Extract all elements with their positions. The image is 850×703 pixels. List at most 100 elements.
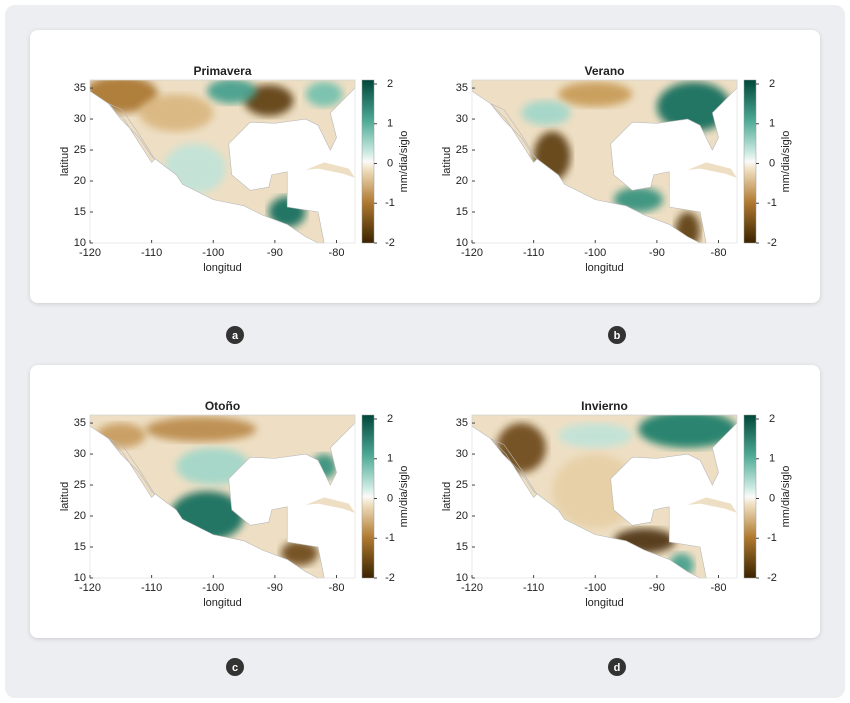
colorbar-tick-label: -1 bbox=[767, 197, 777, 209]
y-axis-label: latitud bbox=[59, 482, 71, 511]
coastline bbox=[471, 414, 738, 579]
y-axis-label: latitud bbox=[441, 482, 453, 511]
map-panel: Invierno-120 -110 -100 -90 -80101520253035lo… bbox=[441, 399, 792, 609]
colorbar-label: mm/dia/siglo bbox=[780, 131, 792, 193]
badge-label: d bbox=[614, 662, 621, 674]
colorbar-tick-label: 0 bbox=[387, 492, 393, 504]
y-axis-label: latitud bbox=[441, 147, 453, 176]
y-tick-label: 15 bbox=[74, 206, 86, 218]
x-tick-label: -80 bbox=[711, 582, 727, 594]
x-axis-label: longitud bbox=[203, 262, 242, 274]
y-tick-label: 20 bbox=[74, 175, 86, 187]
x-tick-label: -80 bbox=[711, 247, 727, 259]
precip-region bbox=[145, 416, 257, 442]
colorbar-tick-label: 1 bbox=[387, 453, 393, 465]
precip-region bbox=[521, 100, 571, 126]
colorbar-tick-label: 0 bbox=[387, 157, 393, 169]
colorbar-tick-label: 2 bbox=[769, 78, 775, 90]
colorbar-tick-label: 2 bbox=[387, 413, 393, 425]
x-tick-label: -100 bbox=[202, 582, 224, 594]
panel-title: Verano bbox=[584, 64, 624, 78]
badge bbox=[608, 658, 626, 676]
map-panel: Primavera-120 -110 -100 -90 -80101520253035l… bbox=[59, 64, 410, 274]
coastline bbox=[108, 103, 156, 163]
panel-title: Invierno bbox=[581, 399, 628, 413]
badge-label: c bbox=[232, 662, 238, 674]
badge-label: a bbox=[232, 330, 239, 342]
x-axis-label: longitud bbox=[203, 597, 242, 609]
y-tick-label: 10 bbox=[456, 237, 468, 249]
colorbar-tick-label: -2 bbox=[385, 237, 395, 249]
y-tick-label: 25 bbox=[456, 479, 468, 491]
precip-region bbox=[305, 81, 343, 107]
x-tick-label: -90 bbox=[649, 247, 665, 259]
precip-region bbox=[558, 423, 633, 448]
colorbar-tick-label: -1 bbox=[385, 532, 395, 544]
badge bbox=[226, 658, 244, 676]
x-tick-label: -110 bbox=[523, 247, 544, 259]
colorbar-tick-label: 2 bbox=[769, 413, 775, 425]
y-tick-label: 35 bbox=[74, 417, 86, 429]
colorbar-label: mm/dia/siglo bbox=[398, 131, 410, 193]
precip-region bbox=[139, 94, 214, 132]
y-tick-label: 15 bbox=[456, 541, 468, 553]
coastline bbox=[490, 103, 538, 163]
precip-region bbox=[281, 540, 319, 566]
colorbar-tick-label: -1 bbox=[385, 197, 395, 209]
badge bbox=[608, 326, 626, 344]
y-tick-label: 25 bbox=[74, 479, 86, 491]
x-axis-label: longitud bbox=[585, 262, 624, 274]
x-tick-label: -100 bbox=[584, 582, 606, 594]
colorbar-tick-label: -1 bbox=[767, 532, 777, 544]
colorbar-tick-label: 1 bbox=[387, 118, 393, 130]
x-tick-label: -120 bbox=[461, 582, 483, 594]
panel-title: Otoño bbox=[205, 399, 240, 413]
y-tick-label: 30 bbox=[456, 448, 468, 460]
colorbar-tick-label: 2 bbox=[387, 78, 393, 90]
y-axis-label: latitud bbox=[59, 147, 71, 176]
badge bbox=[226, 326, 244, 344]
y-tick-label: 15 bbox=[74, 541, 86, 553]
y-tick-label: 25 bbox=[74, 144, 86, 156]
x-tick-label: -110 bbox=[523, 582, 544, 594]
y-tick-label: 35 bbox=[74, 82, 86, 94]
precip-region bbox=[656, 81, 731, 132]
precip-region bbox=[638, 415, 737, 448]
x-tick-label: -80 bbox=[329, 582, 345, 594]
plot-frame bbox=[471, 79, 738, 244]
colorbar-label: mm/dia/siglo bbox=[780, 466, 792, 528]
x-tick-label: -110 bbox=[141, 247, 162, 259]
plot-frame bbox=[89, 79, 356, 244]
plot-frame bbox=[89, 414, 356, 579]
colorbar-label: mm/dia/siglo bbox=[398, 466, 410, 528]
colorbar-tick-label: -2 bbox=[385, 572, 395, 584]
x-tick-label: -90 bbox=[267, 247, 283, 259]
coastline bbox=[471, 79, 738, 244]
colorbar-tick-label: 0 bbox=[769, 157, 775, 169]
colorbar bbox=[743, 414, 757, 579]
colorbar-tick-label: -2 bbox=[767, 237, 777, 249]
x-tick-label: -120 bbox=[79, 247, 101, 259]
y-tick-label: 30 bbox=[74, 448, 86, 460]
colorbar bbox=[361, 414, 375, 579]
panel-title: Primavera bbox=[193, 64, 251, 78]
y-tick-label: 25 bbox=[456, 144, 468, 156]
y-tick-label: 20 bbox=[74, 510, 86, 522]
colorbar-tick-label: 1 bbox=[769, 118, 775, 130]
x-tick-label: -100 bbox=[584, 247, 606, 259]
coastline bbox=[490, 438, 538, 498]
x-axis-label: longitud bbox=[585, 597, 624, 609]
y-tick-label: 20 bbox=[456, 510, 468, 522]
y-tick-label: 30 bbox=[456, 113, 468, 125]
colorbar bbox=[361, 79, 375, 244]
x-tick-label: -90 bbox=[267, 582, 283, 594]
y-tick-label: 20 bbox=[456, 175, 468, 187]
coastline bbox=[89, 414, 356, 579]
x-tick-label: -120 bbox=[461, 247, 483, 259]
badge-label: b bbox=[614, 330, 621, 342]
y-tick-label: 15 bbox=[456, 206, 468, 218]
x-tick-label: -90 bbox=[649, 582, 665, 594]
coastline bbox=[89, 79, 356, 244]
colorbar-tick-label: -2 bbox=[767, 572, 777, 584]
